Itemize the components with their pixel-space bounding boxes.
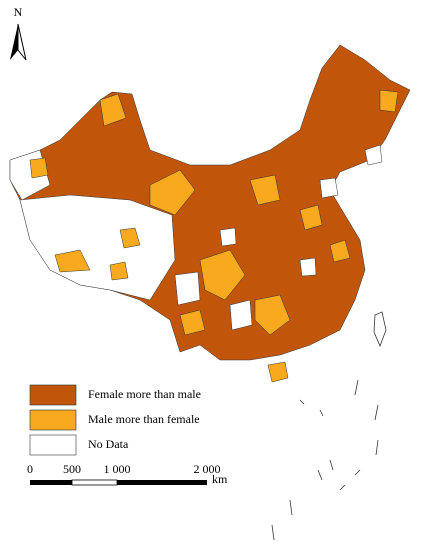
scale-label: 1 000 — [104, 462, 131, 476]
scale-segment — [117, 480, 207, 485]
north-label: N — [14, 5, 23, 19]
legend-label: No Data — [88, 437, 129, 451]
north-arrow: N — [10, 5, 27, 61]
scale-segment — [30, 480, 72, 485]
scale-segment — [71, 479, 118, 486]
legend-swatch — [29, 409, 77, 431]
legend-label: Female more than male — [88, 387, 201, 401]
scale-unit: km — [212, 472, 228, 486]
legend: Female more than male Male more than fema… — [29, 384, 201, 456]
scale-label: 0 — [27, 462, 33, 476]
legend-label: Male more than female — [88, 412, 200, 426]
scale-label: 2 000 — [194, 462, 221, 476]
legend-swatch — [29, 384, 77, 406]
china-map — [9, 44, 411, 541]
scale-label: 500 — [63, 462, 81, 476]
legend-swatch — [29, 434, 77, 456]
